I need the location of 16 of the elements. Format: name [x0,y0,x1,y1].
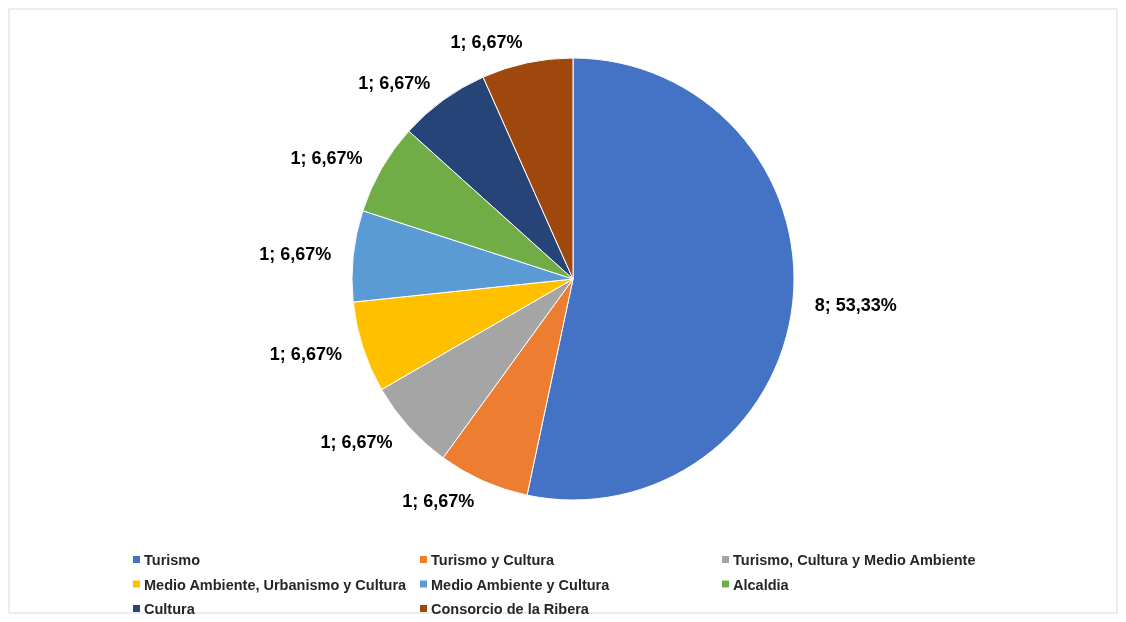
legend-label: Alcaldia [733,576,790,593]
legend-label: Turismo [144,552,201,569]
data-label: 1; 6,67% [320,431,393,452]
legend-label: Medio Ambiente y Cultura [431,576,611,593]
legend-label: Cultura [144,601,196,618]
legend-label: Turismo y Cultura [431,552,555,569]
data-label: 1; 6,67% [259,243,332,264]
legend-label: Turismo, Cultura y Medio Ambiente [733,552,976,569]
data-label: 1; 6,67% [450,31,523,52]
legend-label: Medio Ambiente, Urbanismo y Cultura [144,576,408,593]
data-label: 8; 53,33% [814,294,897,315]
data-label: 1; 6,67% [269,344,342,365]
data-label: 1; 6,67% [290,147,363,168]
data-label: 1; 6,67% [402,491,475,512]
data-label: 1; 6,67% [358,72,431,93]
legend-label: Consorcio de la Ribera [431,601,590,618]
